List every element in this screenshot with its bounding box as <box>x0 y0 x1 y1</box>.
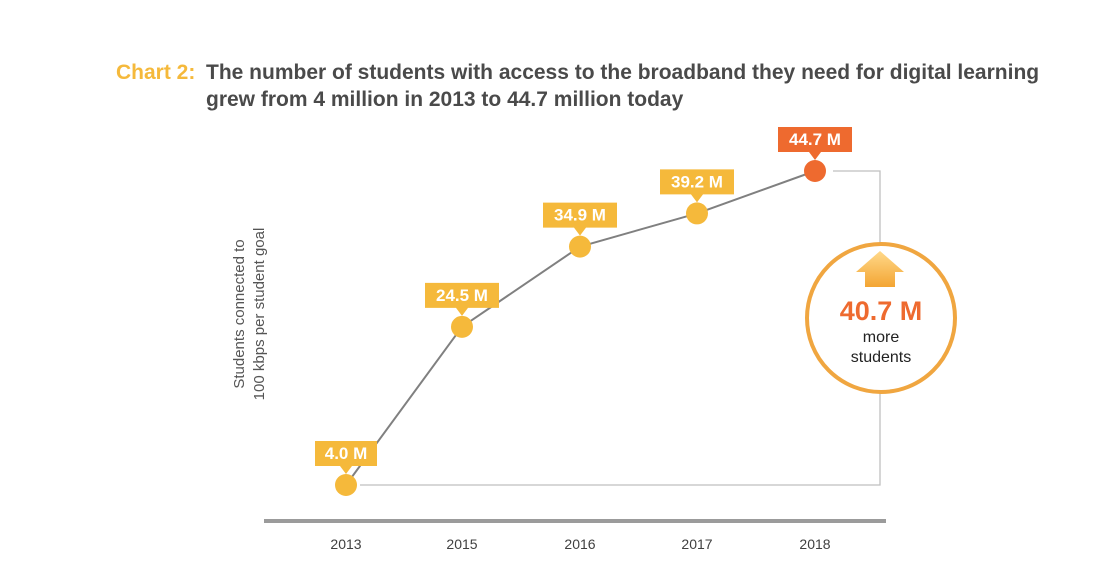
x-tick-label: 2015 <box>446 536 477 552</box>
difference-callout: 40.7 M more students <box>805 242 957 394</box>
chart-title-line-1: The number of students with access to th… <box>206 61 1039 84</box>
data-label: 24.5 M <box>436 286 488 305</box>
callout-line-1: more <box>863 329 900 346</box>
difference-bracket <box>360 170 881 486</box>
chart-title-prefix: Chart 2: <box>116 61 195 84</box>
data-label-box <box>425 282 499 316</box>
data-label: 4.0 M <box>325 444 368 463</box>
x-tick-label: 2016 <box>564 536 595 552</box>
data-label-box <box>778 127 852 160</box>
data-point <box>335 474 357 496</box>
arrow-up-icon <box>856 251 904 287</box>
callout-ring <box>805 242 957 394</box>
data-label-box <box>660 169 734 203</box>
data-label: 39.2 M <box>671 172 723 191</box>
y-axis-label-line-2: 100 kbps per student goal <box>251 228 268 401</box>
callout-line-2: students <box>851 349 911 366</box>
x-tick-label: 2013 <box>330 536 361 552</box>
data-point <box>569 235 591 258</box>
data-point <box>686 202 708 225</box>
x-tick-labels: 2013 2015 2016 2017 2018 <box>330 536 830 552</box>
x-tick-label: 2018 <box>799 536 830 552</box>
data-points <box>335 160 826 496</box>
y-axis-label-line-1: Students connected to <box>231 239 248 388</box>
data-label-box <box>315 441 377 474</box>
x-tick-label: 2017 <box>681 536 712 552</box>
chart-title-line-2: grew from 4 million in 2013 to 44.7 mill… <box>206 88 684 111</box>
data-labels: 4.0 M 24.5 M 34.9 M 39.2 M 44.7 M <box>315 127 852 474</box>
data-label: 44.7 M <box>789 130 841 149</box>
data-point <box>804 160 826 182</box>
x-axis-line <box>264 519 886 523</box>
data-label: 34.9 M <box>554 206 606 225</box>
data-point <box>451 315 473 338</box>
data-label-box <box>543 202 617 236</box>
callout-value: 40.7 M <box>840 296 923 326</box>
